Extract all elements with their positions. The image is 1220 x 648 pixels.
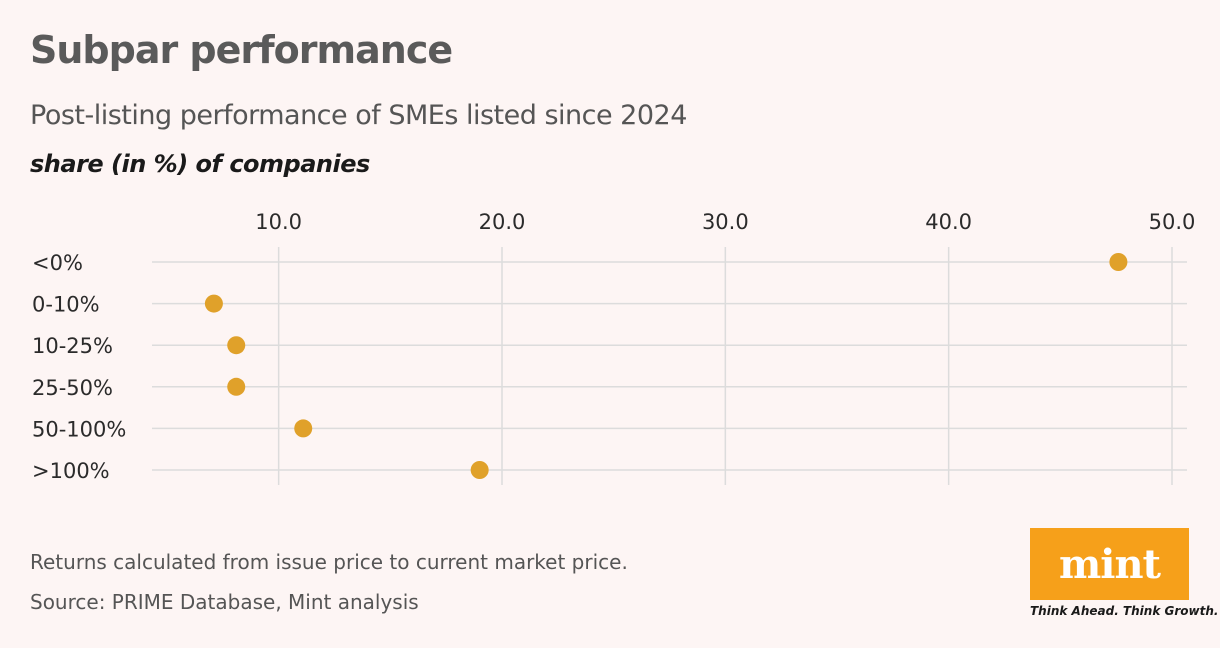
footnote: Returns calculated from issue price to c…: [30, 550, 628, 574]
data-point: [294, 419, 313, 438]
chart-subtitle: Post-listing performance of SMEs listed …: [30, 100, 687, 131]
chart-title: Subpar performance: [30, 28, 453, 72]
mint-logo: mint: [1030, 528, 1189, 600]
category-label: >100%: [32, 459, 110, 483]
source-note: Source: PRIME Database, Mint analysis: [30, 590, 419, 614]
logo-text: mint: [1058, 540, 1161, 588]
data-point: [227, 377, 246, 396]
data-point: [1109, 253, 1128, 271]
x-tick-label: 50.0: [1149, 210, 1196, 234]
x-tick-label: 10.0: [255, 210, 302, 234]
x-tick-label: 30.0: [702, 210, 749, 234]
data-point: [204, 294, 223, 313]
category-label: 0-10%: [32, 293, 100, 317]
category-label: 10-25%: [32, 334, 113, 358]
category-label: 50-100%: [32, 417, 126, 441]
data-point: [227, 336, 246, 355]
category-label: <0%: [32, 251, 83, 275]
unit-label: share (in %) of companies: [30, 150, 370, 178]
data-point: [470, 461, 489, 479]
dot-plot: 10.0 20.0 30.0 40.0 50.0 <0% 0-10% 10-25% 25-50%…: [32, 210, 1196, 485]
x-tick-label: 40.0: [925, 210, 972, 234]
brand-tagline: Think Ahead. Think Growth.: [1030, 604, 1219, 618]
category-label: 25-50%: [32, 376, 113, 400]
x-tick-label: 20.0: [479, 210, 526, 234]
